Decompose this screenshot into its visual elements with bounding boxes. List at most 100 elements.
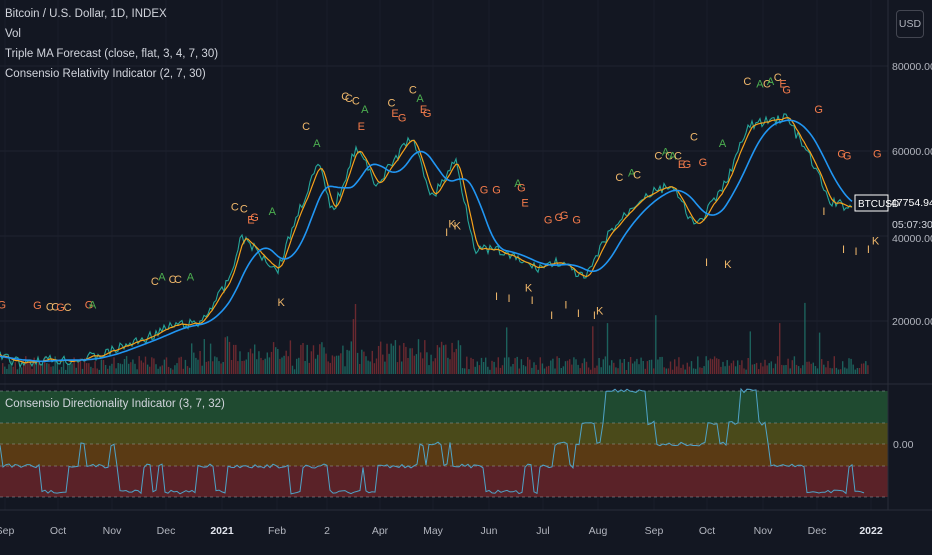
time-axis-label: Nov (103, 525, 122, 537)
volume-bar (182, 368, 184, 374)
volume-bar (585, 361, 588, 374)
signal-label-I: I (445, 227, 448, 239)
volume-bar (445, 344, 447, 374)
volume-bar (344, 366, 346, 374)
volume-bar (422, 358, 424, 374)
volume-bar (111, 363, 113, 374)
volume-bar (136, 369, 138, 374)
volume-bar (789, 368, 791, 374)
axes: 80000.00 60000.00 20000.00 40000.00 0.00 BTCU… (0, 61, 932, 537)
currency-button[interactable]: USD (896, 10, 924, 38)
signal-label-A: A (361, 104, 369, 116)
volume-bar (163, 359, 166, 374)
volume-bar (671, 369, 674, 374)
volume-bar (302, 343, 304, 374)
signal-label-A: A (89, 299, 97, 311)
volume-bar (577, 364, 579, 374)
signal-label-C: C (169, 274, 177, 286)
signal-label-G: G (683, 159, 692, 171)
volume-bar (293, 369, 296, 374)
volume-bar (653, 368, 655, 374)
volume-bar (209, 343, 212, 374)
volume-bar (438, 347, 441, 374)
volume-bar (447, 357, 449, 374)
signal-label-C: C (654, 151, 662, 163)
volume-bar (627, 361, 630, 374)
signal-label-I: I (577, 308, 580, 320)
ma-legend[interactable]: Triple MA Forecast (close, flat, 3, 4, 7… (5, 48, 219, 60)
signal-label-A: A (187, 272, 195, 284)
volume-bar (119, 363, 121, 374)
volume-bar (79, 358, 82, 374)
time-axis-label: Jul (536, 525, 549, 537)
volume-bar (453, 352, 455, 374)
volume-bar (512, 364, 514, 374)
volume-bar (60, 367, 63, 374)
volume-bar (682, 364, 684, 374)
time-axis-label: May (423, 525, 444, 537)
volume-bar (44, 356, 46, 374)
volume-bar (71, 363, 73, 374)
volume-bar (314, 358, 317, 374)
volume-bar (724, 366, 726, 374)
signal-label-G: G (572, 214, 581, 226)
volume-bar (199, 351, 201, 374)
cdi-legend[interactable]: Consensio Directionality Indicator (3, 7… (5, 398, 225, 410)
volume-bar (308, 362, 310, 374)
volume-bar (54, 356, 56, 374)
volume-bar (480, 357, 483, 374)
signal-label-E: E (358, 121, 365, 133)
volume-bar (23, 360, 25, 374)
volume-bar (155, 364, 157, 374)
signal-label-A: A (719, 138, 727, 150)
volume-bar (810, 363, 812, 374)
volume-bar (713, 356, 716, 374)
volume-bar (251, 353, 254, 374)
volume-bar (369, 361, 371, 374)
volume-bar (272, 342, 275, 374)
volume-bar (149, 366, 151, 374)
volume-bar (524, 366, 527, 374)
volume-bar (747, 358, 749, 374)
volume-bar (539, 357, 541, 374)
signal-label-K: K (278, 297, 286, 309)
volume-bar (818, 332, 821, 374)
signal-label-I: I (842, 244, 845, 256)
volume-bar (510, 366, 512, 374)
signal-label-C: C (174, 274, 182, 286)
volume-bar (552, 358, 554, 374)
volume-bar (791, 360, 793, 374)
volume-bar (90, 366, 92, 374)
volume-bar (646, 361, 649, 374)
volume-bar (760, 362, 762, 374)
signal-label-C: C (774, 72, 782, 84)
volume-bar (531, 367, 533, 374)
volume-bar (606, 323, 609, 374)
volume-bar (556, 356, 558, 374)
volume-bar (548, 365, 550, 374)
volume-bar (298, 357, 300, 374)
volume-bar (4, 366, 6, 374)
volume-bar (827, 361, 829, 374)
volume-bar (153, 358, 155, 374)
volume-bar (699, 367, 701, 374)
volume-bar (415, 354, 418, 374)
main-title-legend[interactable]: Bitcoin / U.S. Dollar, 1D, INDEX (5, 8, 167, 20)
volume-bar (243, 360, 245, 374)
signal-label-E: E (247, 214, 254, 226)
volume-bar (117, 363, 119, 374)
volume-bar (352, 319, 355, 374)
volume-bar (407, 358, 409, 374)
volume-bar (31, 368, 33, 374)
cri-legend[interactable]: Consensio Relativity Indicator (2, 7, 30… (5, 68, 206, 80)
fast-ma-line (0, 113, 853, 370)
volume-bar (730, 363, 733, 374)
volume-bar (233, 344, 235, 374)
volume-bar (772, 368, 775, 374)
volume-legend[interactable]: Vol (5, 28, 21, 40)
volume-bar (245, 359, 247, 374)
volume-bar (793, 356, 796, 374)
volume-bar (81, 368, 84, 374)
